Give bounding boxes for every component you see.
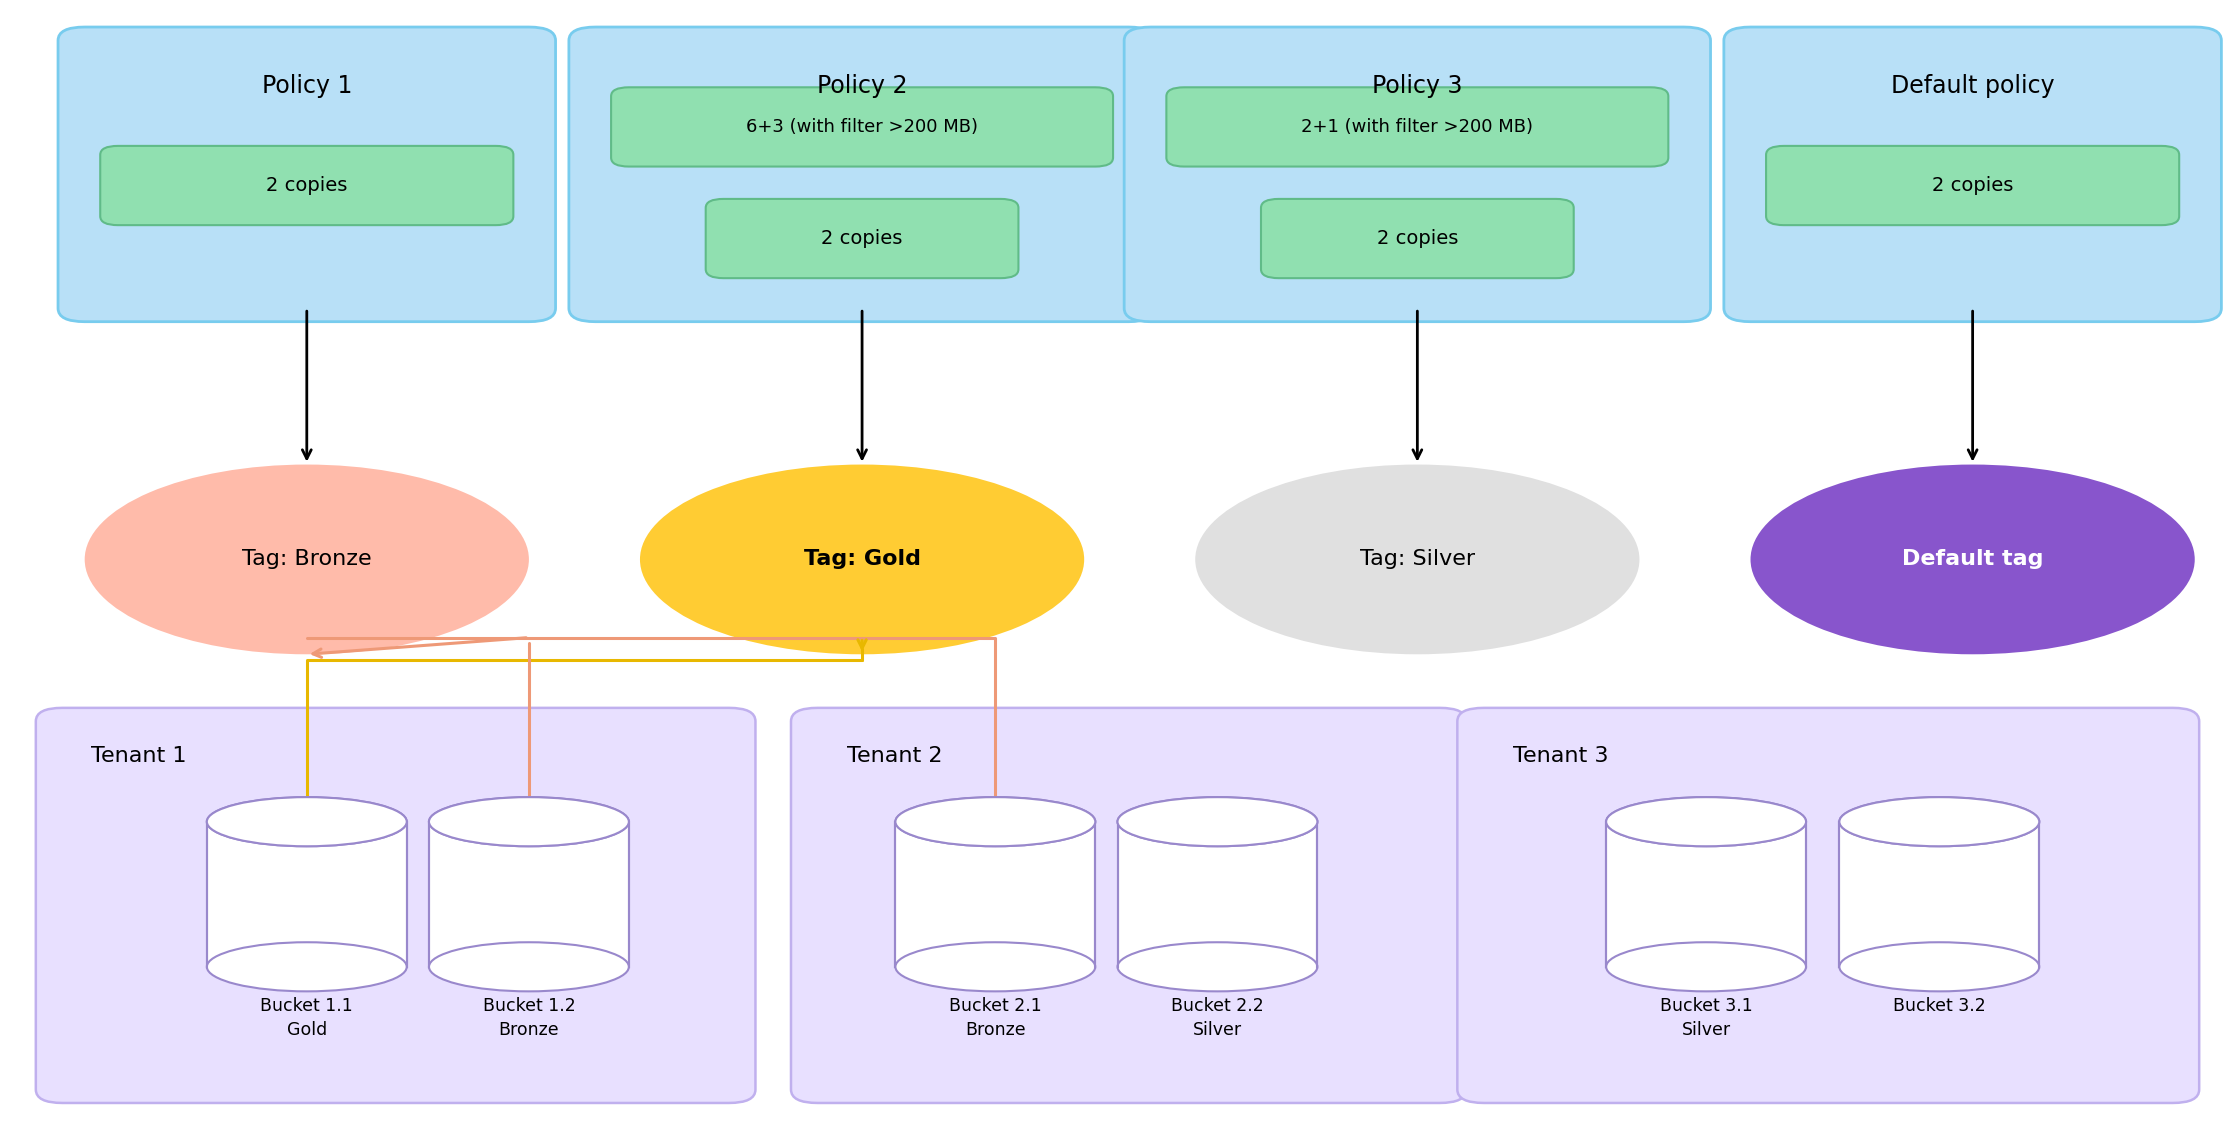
FancyBboxPatch shape bbox=[610, 87, 1113, 166]
Text: 2 copies: 2 copies bbox=[266, 176, 346, 195]
FancyBboxPatch shape bbox=[1457, 707, 2199, 1103]
Ellipse shape bbox=[896, 942, 1095, 991]
FancyBboxPatch shape bbox=[1167, 87, 1667, 166]
Text: Tag: Bronze: Tag: Bronze bbox=[241, 549, 371, 570]
Ellipse shape bbox=[1607, 942, 1806, 991]
FancyBboxPatch shape bbox=[58, 27, 557, 322]
Ellipse shape bbox=[429, 797, 628, 846]
FancyBboxPatch shape bbox=[429, 822, 628, 967]
Text: 2 copies: 2 copies bbox=[1931, 176, 2014, 195]
Text: Tag: Silver: Tag: Silver bbox=[1359, 549, 1475, 570]
FancyBboxPatch shape bbox=[570, 27, 1155, 322]
Ellipse shape bbox=[1750, 464, 2195, 654]
Ellipse shape bbox=[1839, 942, 2038, 991]
FancyBboxPatch shape bbox=[36, 707, 755, 1103]
Ellipse shape bbox=[1839, 797, 2038, 846]
FancyBboxPatch shape bbox=[1839, 822, 2038, 967]
Ellipse shape bbox=[85, 464, 530, 654]
FancyBboxPatch shape bbox=[1124, 27, 1710, 322]
Ellipse shape bbox=[639, 464, 1084, 654]
Ellipse shape bbox=[1118, 942, 1316, 991]
FancyBboxPatch shape bbox=[1118, 822, 1316, 967]
FancyBboxPatch shape bbox=[706, 199, 1019, 278]
Ellipse shape bbox=[1839, 797, 2038, 846]
FancyBboxPatch shape bbox=[896, 822, 1095, 967]
Text: Tenant 1: Tenant 1 bbox=[92, 746, 188, 766]
Text: Bucket 2.2
Silver: Bucket 2.2 Silver bbox=[1171, 997, 1263, 1038]
Text: Bucket 1.2
Bronze: Bucket 1.2 Bronze bbox=[483, 997, 574, 1038]
Ellipse shape bbox=[208, 797, 407, 846]
Text: Tenant 3: Tenant 3 bbox=[1513, 746, 1609, 766]
FancyBboxPatch shape bbox=[208, 822, 407, 967]
Ellipse shape bbox=[1196, 464, 1640, 654]
Text: 2+1 (with filter >200 MB): 2+1 (with filter >200 MB) bbox=[1301, 118, 1533, 136]
FancyBboxPatch shape bbox=[1118, 822, 1316, 967]
FancyBboxPatch shape bbox=[896, 822, 1095, 967]
FancyBboxPatch shape bbox=[1839, 822, 2038, 967]
Text: Default policy: Default policy bbox=[1891, 73, 2054, 98]
Text: 2 copies: 2 copies bbox=[822, 229, 903, 249]
FancyBboxPatch shape bbox=[101, 146, 514, 225]
FancyBboxPatch shape bbox=[1723, 27, 2222, 322]
Ellipse shape bbox=[896, 797, 1095, 846]
Text: Default tag: Default tag bbox=[1902, 549, 2043, 570]
FancyBboxPatch shape bbox=[208, 822, 407, 967]
Text: Policy 2: Policy 2 bbox=[816, 73, 907, 98]
Text: Policy 3: Policy 3 bbox=[1372, 73, 1462, 98]
Ellipse shape bbox=[208, 942, 407, 991]
FancyBboxPatch shape bbox=[1261, 199, 1573, 278]
Ellipse shape bbox=[429, 797, 628, 846]
Text: Tag: Gold: Tag: Gold bbox=[805, 549, 921, 570]
Text: 6+3 (with filter >200 MB): 6+3 (with filter >200 MB) bbox=[746, 118, 979, 136]
FancyBboxPatch shape bbox=[1607, 822, 1806, 967]
Ellipse shape bbox=[1118, 797, 1316, 846]
Text: Bucket 3.2: Bucket 3.2 bbox=[1893, 997, 1985, 1015]
Ellipse shape bbox=[1607, 797, 1806, 846]
Text: Bucket 1.1
Gold: Bucket 1.1 Gold bbox=[261, 997, 353, 1038]
FancyBboxPatch shape bbox=[1607, 822, 1806, 967]
Text: Bucket 3.1
Silver: Bucket 3.1 Silver bbox=[1661, 997, 1752, 1038]
Text: Tenant 2: Tenant 2 bbox=[847, 746, 941, 766]
Ellipse shape bbox=[208, 797, 407, 846]
Ellipse shape bbox=[1118, 797, 1316, 846]
Text: Policy 1: Policy 1 bbox=[261, 73, 351, 98]
Ellipse shape bbox=[1607, 797, 1806, 846]
FancyBboxPatch shape bbox=[791, 707, 1466, 1103]
Ellipse shape bbox=[896, 797, 1095, 846]
FancyBboxPatch shape bbox=[1766, 146, 2179, 225]
FancyBboxPatch shape bbox=[429, 822, 628, 967]
Ellipse shape bbox=[429, 942, 628, 991]
Text: 2 copies: 2 copies bbox=[1377, 229, 1457, 249]
Text: Bucket 2.1
Bronze: Bucket 2.1 Bronze bbox=[950, 997, 1042, 1038]
